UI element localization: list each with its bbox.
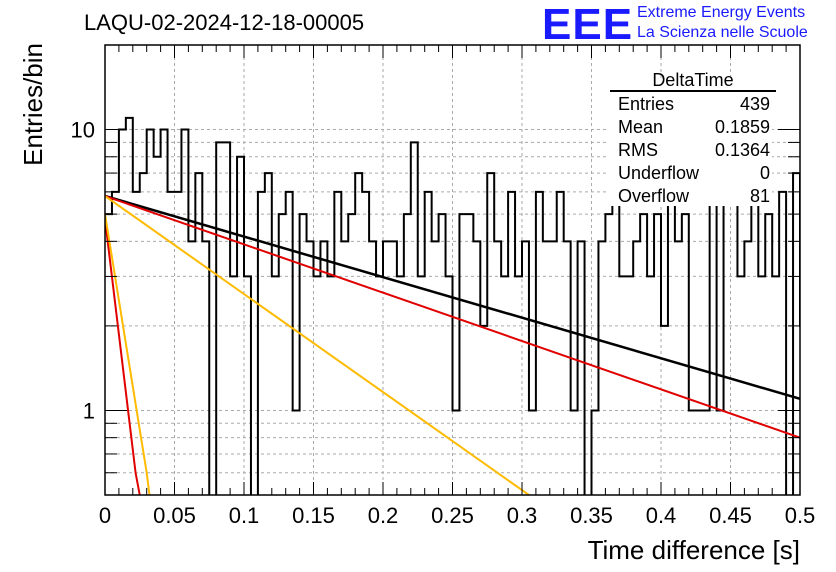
stats-value-entries: 439 <box>740 94 770 114</box>
logo-line-1: Extreme Energy Events <box>637 4 806 21</box>
stats-label-underflow: Underflow <box>618 163 700 183</box>
stats-box-name: DeltaTime <box>652 70 733 90</box>
x-tick-label: 0 <box>99 503 111 528</box>
x-tick-label: 0.35 <box>570 503 613 528</box>
stats-value-underflow: 0 <box>760 163 770 183</box>
x-tick-label: 0.3 <box>507 503 538 528</box>
fit-curve-2 <box>105 195 800 439</box>
y-tick-label: 10 <box>71 118 95 143</box>
fit-curve-3 <box>105 195 530 495</box>
fit-curve-1 <box>105 194 800 401</box>
stats-box-bg <box>606 78 772 206</box>
x-tick-label: 0.25 <box>431 503 474 528</box>
fit-curve-4 <box>105 218 141 495</box>
stats-label-mean: Mean <box>618 117 663 137</box>
x-axis-title: Time difference [s] <box>588 535 800 565</box>
x-tick-label: 0.05 <box>153 503 196 528</box>
x-tick-label: 0.2 <box>368 503 399 528</box>
histogram-bars <box>105 116 800 495</box>
fit-curve-5 <box>105 213 151 495</box>
stats-label-rms: RMS <box>618 140 658 160</box>
x-tick-label: 0.5 <box>785 503 816 528</box>
x-tick-label: 0.4 <box>646 503 677 528</box>
stats-label-entries: Entries <box>618 94 674 114</box>
x-tick-label: 0.15 <box>292 503 335 528</box>
stats-value-mean: 0.1859 <box>715 117 770 137</box>
logo-line-2: La Scienza nelle Scuole <box>637 24 808 41</box>
stats-label-overflow: Overflow <box>618 186 690 206</box>
x-tick-label: 0.45 <box>709 503 752 528</box>
stats-value-rms: 0.1364 <box>715 140 770 160</box>
x-tick-label: 0.1 <box>229 503 260 528</box>
eee-logo: EEE <box>542 0 634 49</box>
chart-title: LAQU-02-2024-12-18-00005 <box>84 10 365 35</box>
stats-value-overflow: 81 <box>750 186 770 206</box>
y-axis-title: Entries/bin <box>18 43 48 166</box>
y-tick-label: 1 <box>83 398 95 423</box>
